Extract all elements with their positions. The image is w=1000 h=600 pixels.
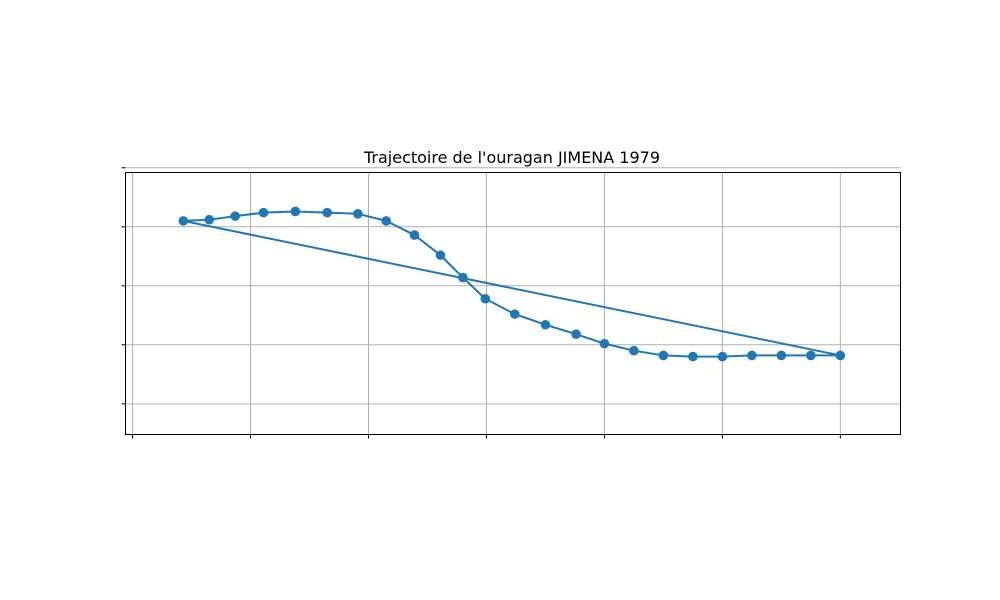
data-point <box>747 350 757 361</box>
data-point <box>599 338 610 349</box>
data-point <box>290 206 301 217</box>
axis-ticks <box>121 167 841 439</box>
grid <box>125 167 901 435</box>
data-point <box>458 272 468 283</box>
data-point <box>629 345 639 356</box>
data-point <box>835 350 846 361</box>
data-point <box>322 207 333 218</box>
data-point <box>409 230 420 240</box>
data-point <box>204 214 215 225</box>
data-point <box>658 350 669 361</box>
data-point <box>230 211 241 221</box>
data-point <box>258 207 269 218</box>
data-point <box>540 319 551 330</box>
data-point <box>688 351 698 362</box>
data-point <box>480 293 491 304</box>
data-point <box>178 216 189 226</box>
data-point <box>435 250 446 260</box>
data-point <box>776 350 787 361</box>
plot-frame <box>125 172 901 435</box>
chart-title: Trajectoire de l'ouragan JIMENA 1979 <box>363 148 660 167</box>
data-point <box>571 329 581 339</box>
data-point <box>717 351 728 362</box>
data-point <box>353 209 363 219</box>
data-point <box>806 350 816 361</box>
data-point <box>509 309 520 319</box>
data-point <box>381 216 391 226</box>
series-layer <box>178 206 846 362</box>
